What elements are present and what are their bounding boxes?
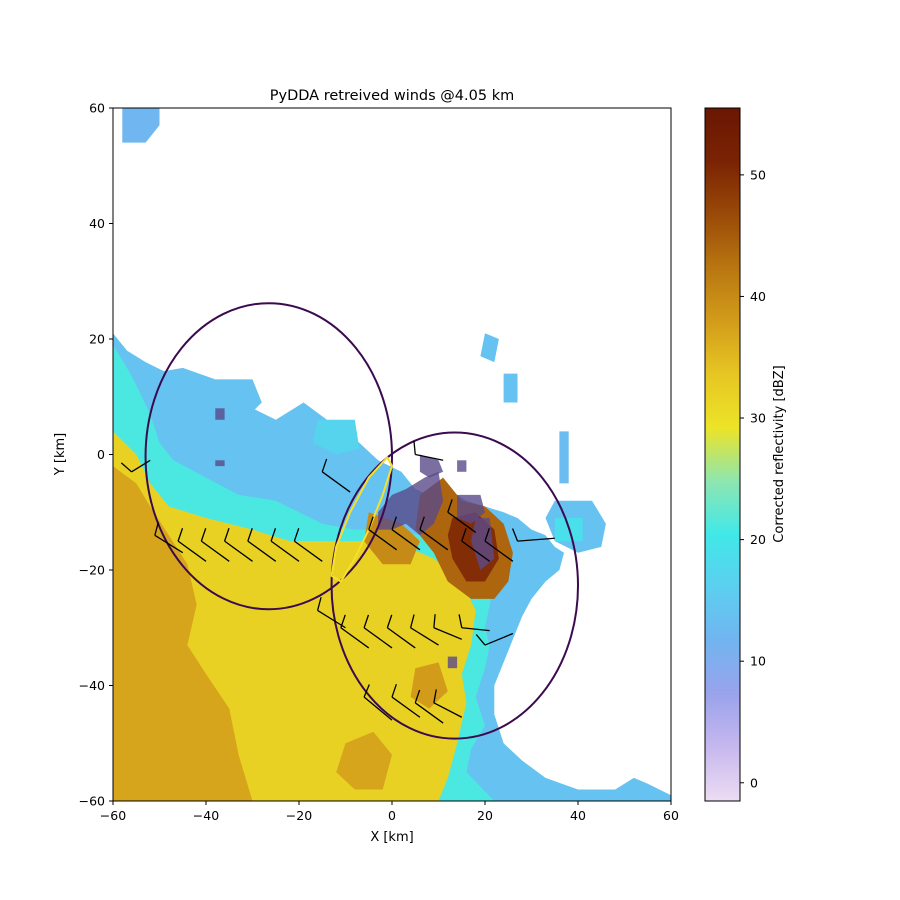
updraft-core [378, 471, 444, 536]
y-tick-label: 40 [89, 216, 105, 231]
colorbar-tick-label: 10 [750, 654, 766, 669]
reflectivity-region [410, 662, 448, 709]
y-tick-label: −60 [79, 794, 105, 809]
wind-barb [475, 632, 514, 646]
x-tick-label: −60 [100, 808, 126, 823]
reflectivity-region [336, 731, 392, 790]
y-axis-label: Y [km] [53, 433, 68, 476]
wind-barb [409, 614, 439, 646]
updraft-core [457, 460, 467, 472]
reflectivity-layer [113, 108, 671, 801]
reflectivity-region [150, 367, 262, 438]
wind-barb-layer [120, 440, 555, 724]
x-axis-label: X [km] [370, 830, 413, 845]
wind-barb [321, 458, 351, 493]
wind-barb [391, 683, 421, 718]
updraft-core [447, 656, 458, 669]
wind-barb [414, 689, 444, 724]
wind-barb [316, 597, 346, 629]
wind-barb [511, 528, 555, 542]
baseline-lobe [330, 456, 393, 583]
colorbar-ticks: 0 10 20 30 40 50 [740, 167, 766, 790]
wind-barb [413, 440, 444, 461]
wind-barb [363, 684, 393, 721]
wind-barb [177, 528, 207, 562]
y-tick-label: 60 [89, 101, 105, 116]
wind-barb [484, 528, 514, 562]
wind-barb [419, 516, 449, 551]
radar-lobe [144, 302, 393, 611]
colorbar-tick-label: 40 [750, 289, 766, 304]
wind-barb [340, 614, 370, 649]
reflectivity-region [503, 373, 518, 403]
wind-barb [447, 499, 477, 533]
reflectivity-region [312, 419, 360, 455]
x-tick-label: 60 [663, 808, 679, 823]
wind-barb [120, 459, 151, 473]
updraft-core [419, 454, 444, 478]
wind-barb [458, 614, 490, 632]
wind-barb [200, 528, 230, 562]
reflectivity-region [480, 333, 499, 363]
updraft-core [215, 460, 225, 467]
x-axis: −60 −40 −20 0 20 40 60 [100, 801, 679, 823]
wind-barb [391, 516, 421, 551]
y-axis: −60 −40 −20 0 20 40 60 [79, 101, 113, 809]
wind-barb [461, 528, 491, 562]
x-tick-label: 0 [388, 808, 396, 823]
updraft-layer [215, 408, 495, 669]
contour-layer [144, 302, 579, 740]
updraft-core [457, 494, 485, 524]
wind-barb [223, 528, 253, 562]
updraft-core [215, 408, 225, 420]
wind-barb [386, 614, 416, 649]
colorbar-label: Corrected reflectivity [dBZ] [772, 365, 787, 542]
colorbar-tick-label: 30 [750, 411, 766, 426]
reflectivity-region [122, 108, 160, 143]
wind-barb [433, 614, 462, 640]
y-tick-label: −40 [79, 678, 105, 693]
colorbar: 0 10 20 30 40 50 Corrected reflectivity [dBZ] [704, 107, 787, 802]
wind-barb [270, 528, 300, 562]
y-tick-label: 20 [89, 332, 105, 347]
radar-lobe [330, 431, 579, 740]
colorbar-tick-label: 20 [750, 532, 766, 547]
x-tick-label: −40 [193, 808, 219, 823]
y-tick-label: −20 [79, 563, 105, 578]
y-tick-label: 0 [97, 447, 105, 462]
colorbar-bar [704, 107, 741, 802]
chart-title: PyDDA retreived winds @4.05 km [270, 88, 514, 104]
wind-barb [433, 689, 463, 718]
wind-barb [368, 516, 398, 551]
x-tick-label: 40 [570, 808, 586, 823]
wind-barb [154, 522, 184, 554]
plot-area: −60 −40 −20 0 20 40 60 −60 −40 −20 0 20 40 60 [79, 101, 679, 824]
wind-barb [363, 614, 393, 649]
colorbar-tick-label: 0 [750, 775, 758, 790]
wind-barb [293, 528, 323, 562]
reflectivity-region [559, 431, 569, 484]
colorbar-tick-label: 50 [750, 167, 766, 182]
reflectivity-region [113, 466, 253, 801]
x-tick-label: 20 [477, 808, 493, 823]
wind-barb [247, 528, 277, 562]
x-tick-label: −20 [286, 808, 312, 823]
